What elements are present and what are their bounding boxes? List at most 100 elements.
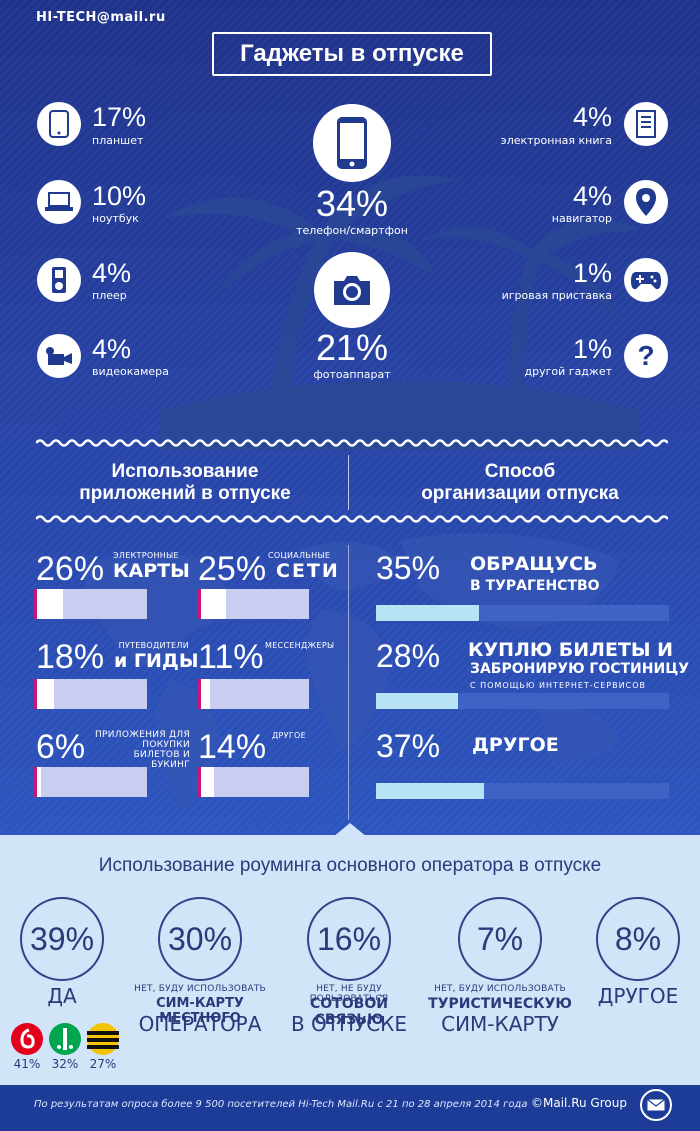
org-online-percent: 28% (376, 638, 441, 674)
app-messengers-bar (198, 679, 309, 709)
app-booking-bar-fill (34, 767, 41, 797)
page-title-text: Гаджеты в отпуске (240, 40, 464, 67)
roaming-yes-circle: 39% (20, 897, 104, 981)
app-booking-bar (34, 767, 147, 797)
org-title-line2: организации отпуска (421, 483, 619, 504)
org-other-bar-fill (376, 783, 485, 799)
other-gadget-percent: 1% (572, 334, 612, 364)
apps-title-line1: Использование (111, 461, 259, 482)
console-label: игровая приставка (501, 289, 612, 302)
tablet-icon (37, 102, 81, 146)
operator-red-percent: 41% (13, 1057, 41, 1071)
gamepad-icon (624, 258, 668, 302)
app-other-bar-fill (198, 767, 214, 797)
roaming-tourist-sim-small: нет, буду использовать (434, 984, 566, 994)
app-social-percent: 25% (198, 550, 267, 588)
operator-yellow-percent: 27% (89, 1057, 117, 1071)
app-booking-percent: 6% (36, 728, 86, 766)
app-maps-percent: 26% (36, 550, 105, 588)
org-online-line2: ЗАБРОНИРУЮ ГОСТИНИЦУ (470, 661, 689, 677)
map-pin-icon (624, 180, 668, 224)
footer-copyright[interactable]: ©Mail.Ru Group (531, 1096, 627, 1110)
org-section-title: Способ организации отпуска (370, 461, 670, 505)
app-messengers-bar-fill (198, 679, 211, 709)
camera-percent: 21% (315, 327, 389, 368)
section-header-divider (348, 455, 349, 510)
other-gadget-label: другой гаджет (524, 365, 612, 378)
wave-divider-top (36, 439, 668, 447)
app-maps-bar (34, 589, 147, 619)
roaming-other-percent: 8% (614, 920, 662, 957)
laptop-label: ноутбук (92, 212, 139, 225)
camcorder-percent: 4% (92, 334, 132, 364)
operator-logos (11, 1023, 119, 1055)
laptop-icon (37, 180, 81, 224)
tablet-percent: 17% (92, 102, 147, 132)
laptop-percent: 10% (92, 181, 147, 211)
question-mark-icon: ? (624, 334, 668, 378)
player-icon (37, 258, 81, 302)
app-guides-bar-fill (34, 679, 55, 709)
app-maps-big: КАРТЫ (113, 560, 190, 582)
app-maps-bar-fill (34, 589, 64, 619)
player-percent: 4% (92, 258, 132, 288)
operator-green-percent: 32% (51, 1057, 79, 1071)
wave-divider-bottom (36, 515, 668, 523)
roaming-local-sim-percent: 30% (167, 920, 233, 957)
footer (0, 1085, 700, 1131)
app-social-big: СЕТИ (276, 560, 340, 582)
org-online-bar (376, 693, 669, 709)
operator-red-logo-icon (11, 1023, 43, 1055)
app-guides-big: и ГИДЫ (114, 650, 199, 672)
org-other-percent: 37% (376, 728, 441, 764)
camera-label: фотоаппарат (313, 368, 391, 381)
navigator-percent: 4% (572, 181, 612, 211)
footer-note: По результатам опроса более 9 500 посети… (34, 1099, 528, 1110)
section-pointer (333, 823, 367, 837)
console-percent: 1% (572, 258, 612, 288)
navigator-label: навигатор (551, 212, 612, 225)
camcorder-label: видеокамера (92, 365, 169, 378)
mail-icon[interactable] (640, 1089, 672, 1121)
app-social-small: социальные (268, 551, 331, 560)
roaming-other-label: ДРУГОЕ (597, 984, 679, 1008)
app-other-bar (198, 767, 309, 797)
roaming-no-mobile-line2: В ОТПУСКЕ (290, 1012, 408, 1036)
ebook-icon (624, 102, 668, 146)
app-other-small: другое (272, 731, 306, 740)
roaming-tourist-sim-line1: ТУРИСТИЧЕСКУЮ (428, 996, 572, 1012)
org-other-line1: ДРУГОЕ (472, 734, 559, 756)
phone-label: телефон/смартфон (296, 224, 408, 237)
org-online-line1: КУПЛЮ БИЛЕТЫ И (468, 639, 674, 661)
org-agency-percent: 35% (376, 550, 441, 586)
ebook-percent: 4% (572, 102, 612, 132)
app-messengers-percent: 11% (198, 638, 264, 676)
roaming-title: Использование роуминга основного операто… (98, 855, 602, 876)
app-guides-bar (34, 679, 147, 709)
brand-logo[interactable]: HI-TECH@mail.ru (36, 10, 166, 25)
app-social-bar-fill (198, 589, 226, 619)
roaming-other-circle: 8% (596, 897, 680, 981)
camcorder-icon (37, 334, 81, 378)
org-online-line3: С ПОМОЩЬЮ ИНТЕРНЕТ-СЕРВИСОВ (470, 681, 646, 690)
smartphone-icon (313, 104, 391, 182)
phone-percent: 34% (315, 183, 389, 224)
apps-section-title: Использование приложений в отпуске (40, 461, 330, 505)
org-title-line1: Способ (484, 461, 556, 482)
app-social-bar (198, 589, 309, 619)
app-booking-small: приложения для покупки билетов и букинг (94, 730, 190, 770)
roaming-tourist-sim-percent: 7% (476, 920, 524, 957)
roaming-no-mobile-percent: 16% (316, 920, 382, 957)
roaming-tourist-sim-line2: СИМ-КАРТУ (441, 1012, 559, 1036)
org-agency-line1: ОБРАЩУСЬ (470, 553, 598, 575)
roaming-yes-label: ДА (47, 984, 77, 1008)
roaming-yes-percent: 39% (29, 920, 95, 957)
app-guides-percent: 18% (36, 638, 105, 676)
org-agency-bar-fill (376, 605, 479, 621)
column-divider (348, 545, 349, 820)
roaming-tourist-sim-circle: 7% (458, 897, 542, 981)
app-messengers-small: мессенджеры (265, 641, 335, 650)
org-agency-line2: В ТУРАГЕНСТВО (470, 578, 600, 594)
tablet-label: планшет (92, 134, 144, 147)
player-label: плеер (92, 289, 127, 302)
